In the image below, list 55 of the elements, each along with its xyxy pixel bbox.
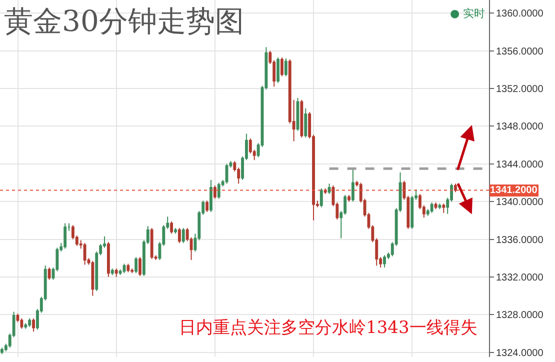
candlestick	[434, 202, 438, 210]
candlestick	[170, 220, 174, 234]
candlestick	[20, 318, 24, 330]
chart-title: 黄金30分钟走势图	[4, 4, 244, 38]
y-tick-label: 1360.0000	[496, 8, 544, 20]
y-tick-label: 1356.0000	[496, 46, 544, 58]
candlestick	[83, 242, 86, 266]
candlestick	[210, 179, 212, 212]
candlestick	[28, 318, 32, 328]
candlestick	[213, 185, 216, 200]
candlestick	[442, 202, 446, 214]
candlestick	[134, 256, 138, 274]
candlestick	[24, 322, 28, 330]
candlestick	[206, 200, 208, 212]
y-tick-label: 1344.0000	[496, 159, 544, 170]
candlestick	[0, 347, 4, 355]
y-tick-label: 1340.0000	[496, 197, 544, 208]
candlestick	[182, 227, 185, 244]
annotation: 日内重点关注多空分水岭1343一线得失	[179, 318, 478, 338]
candlestick	[122, 263, 126, 274]
candlestick	[300, 99, 304, 138]
y-tick-label: 1352.0000	[496, 84, 544, 96]
ref-line-label: 1341.2000	[490, 185, 538, 196]
candlestick	[174, 227, 177, 234]
candlestick	[351, 169, 354, 202]
candlestick	[106, 242, 110, 278]
candlestick	[320, 188, 323, 208]
candlestick	[284, 58, 288, 77]
candlestick	[150, 227, 154, 260]
y-tick-label: 1324.0000	[496, 348, 544, 359]
y-tick-label: 1328.0000	[496, 310, 544, 322]
candlestick	[130, 268, 134, 274]
candlestick	[48, 267, 51, 280]
candlestick	[64, 222, 67, 250]
candlestick	[114, 268, 118, 278]
candlestick	[276, 56, 280, 84]
candlestick	[304, 108, 308, 138]
candlestick	[348, 194, 350, 202]
y-tick-label: 1336.0000	[496, 234, 544, 246]
candlestick	[91, 260, 94, 296]
candlestick	[32, 318, 35, 332]
candlestick	[328, 183, 331, 195]
candlestick	[454, 183, 457, 193]
candlestick	[178, 227, 181, 244]
candlestick	[126, 263, 130, 273]
candlestick	[383, 254, 386, 268]
candlestick	[430, 202, 434, 214]
candlestick	[217, 182, 220, 200]
candlestick	[280, 56, 284, 77]
candlestick	[438, 202, 442, 210]
candlestick	[110, 268, 114, 276]
y-tick-label: 1332.0000	[496, 272, 544, 284]
y-tick-label: 1348.0000	[496, 122, 544, 133]
annotation: ● 实时	[450, 7, 486, 20]
candlestick	[138, 256, 142, 276]
